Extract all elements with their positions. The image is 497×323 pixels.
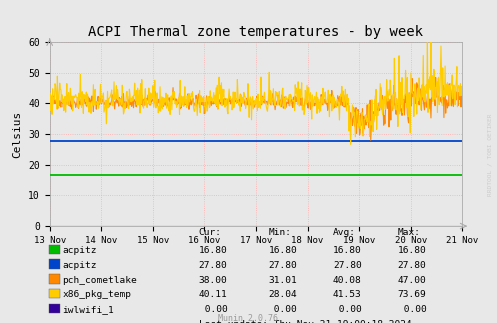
Text: 0.00: 0.00 <box>268 305 297 314</box>
Text: 16.80: 16.80 <box>268 246 297 255</box>
Text: Min:: Min: <box>268 228 291 237</box>
Text: Max:: Max: <box>398 228 420 237</box>
Text: acpitz: acpitz <box>63 261 97 270</box>
Text: 27.80: 27.80 <box>199 261 228 270</box>
Text: pch_cometlake: pch_cometlake <box>63 276 137 285</box>
Title: ACPI Thermal zone temperatures - by week: ACPI Thermal zone temperatures - by week <box>88 26 423 39</box>
Text: 47.00: 47.00 <box>398 276 426 285</box>
Text: x86_pkg_temp: x86_pkg_temp <box>63 290 132 299</box>
Text: RRDTOOL / TOBI OETIKER: RRDTOOL / TOBI OETIKER <box>487 113 492 195</box>
Text: 0.00: 0.00 <box>398 305 426 314</box>
Text: 40.11: 40.11 <box>199 290 228 299</box>
Text: acpitz: acpitz <box>63 246 97 255</box>
Text: Cur:: Cur: <box>199 228 222 237</box>
Text: Last update: Thu Nov 21 19:00:18 2024: Last update: Thu Nov 21 19:00:18 2024 <box>199 320 412 323</box>
Text: 27.80: 27.80 <box>268 261 297 270</box>
Text: 16.80: 16.80 <box>398 246 426 255</box>
Text: 16.80: 16.80 <box>333 246 362 255</box>
Text: Avg:: Avg: <box>333 228 356 237</box>
Text: 0.00: 0.00 <box>199 305 228 314</box>
Text: 41.53: 41.53 <box>333 290 362 299</box>
Text: 73.69: 73.69 <box>398 290 426 299</box>
Text: 31.01: 31.01 <box>268 276 297 285</box>
Text: iwlwifi_1: iwlwifi_1 <box>63 305 114 314</box>
Text: 27.80: 27.80 <box>398 261 426 270</box>
Text: 28.04: 28.04 <box>268 290 297 299</box>
Text: Munin 2.0.76: Munin 2.0.76 <box>219 314 278 323</box>
Text: 38.00: 38.00 <box>199 276 228 285</box>
Text: 27.80: 27.80 <box>333 261 362 270</box>
Text: 0.00: 0.00 <box>333 305 362 314</box>
Text: 40.08: 40.08 <box>333 276 362 285</box>
Text: 16.80: 16.80 <box>199 246 228 255</box>
Y-axis label: Celsius: Celsius <box>12 110 23 158</box>
